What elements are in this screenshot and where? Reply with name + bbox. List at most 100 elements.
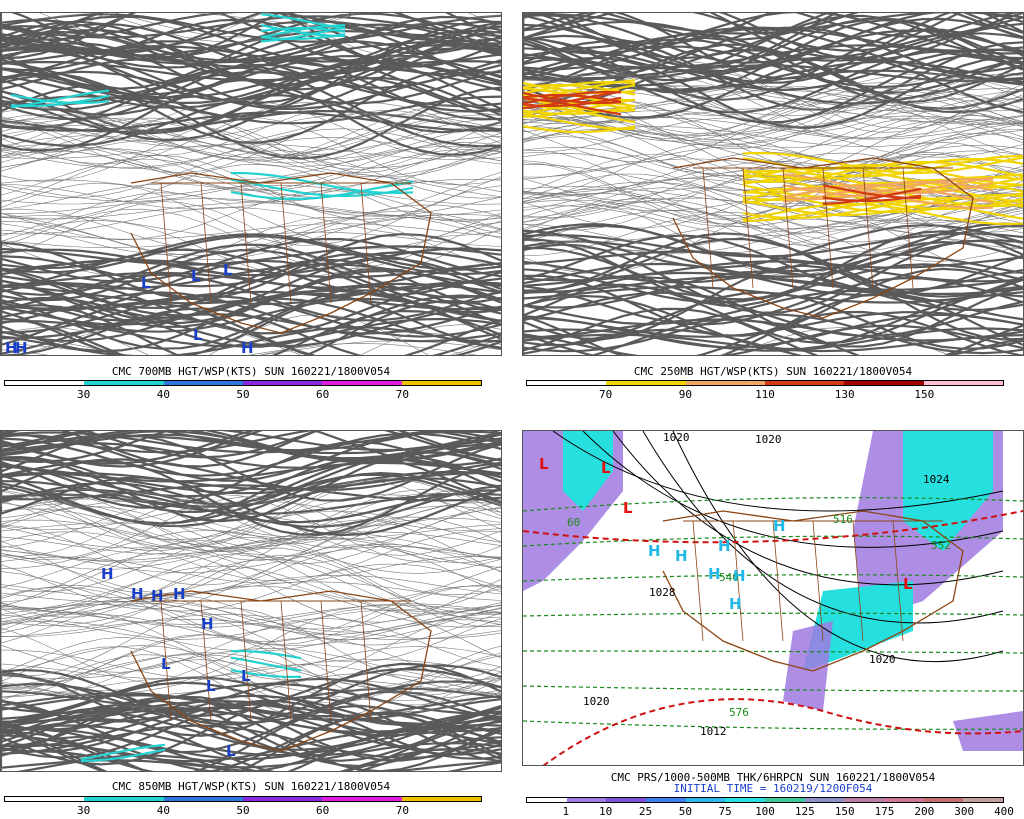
jet-streamline bbox=[523, 94, 622, 103]
streamline bbox=[523, 32, 1023, 84]
jet-streamline bbox=[782, 178, 994, 201]
colorbar-tick-label: 110 bbox=[755, 388, 775, 401]
streamline bbox=[523, 88, 1023, 116]
colorbar-segment bbox=[923, 381, 1003, 385]
streamline bbox=[1, 565, 501, 615]
streamline bbox=[1, 597, 501, 640]
low-pressure-symbol: L bbox=[623, 499, 633, 517]
colorbar-tick-label: 300 bbox=[954, 805, 975, 818]
isobar-label: 1028 bbox=[649, 586, 676, 599]
jet-streamline bbox=[523, 97, 636, 113]
jet-streamline bbox=[523, 90, 622, 110]
jet-streamline bbox=[260, 33, 346, 41]
colorbar-tick-label: 30 bbox=[77, 804, 91, 817]
jet-streamline bbox=[523, 104, 636, 116]
streamline bbox=[523, 219, 1023, 254]
colorbar-segment bbox=[764, 798, 805, 802]
streamline bbox=[1, 68, 501, 144]
streamline bbox=[523, 197, 1023, 229]
streamline bbox=[1, 23, 501, 69]
streamline bbox=[1, 269, 501, 325]
state-border bbox=[772, 520, 784, 642]
streamline bbox=[1, 295, 501, 338]
streamline bbox=[1, 603, 501, 628]
colorbar-segment bbox=[606, 798, 646, 802]
streamline bbox=[1, 302, 501, 355]
streamline bbox=[1, 214, 501, 238]
streamline bbox=[1, 13, 361, 38]
colorbar-segment bbox=[5, 797, 85, 801]
streamline bbox=[1, 604, 501, 625]
streamline bbox=[1, 484, 501, 502]
isobar-label: 1024 bbox=[923, 473, 950, 486]
colorbar-segment bbox=[566, 798, 607, 802]
streamline bbox=[1, 530, 501, 582]
colorbar-tick-label: 40 bbox=[156, 804, 170, 817]
streamline bbox=[1, 68, 501, 109]
jet-streamline bbox=[742, 199, 1023, 223]
streamline bbox=[523, 224, 1023, 269]
jet-streamline bbox=[80, 743, 166, 761]
streamline bbox=[1, 694, 501, 733]
colorbar-tick-label: 70 bbox=[395, 804, 409, 817]
streamline bbox=[523, 260, 1023, 283]
country-border bbox=[130, 590, 432, 752]
isobar-label: 1020 bbox=[755, 433, 782, 446]
streamline bbox=[523, 117, 1023, 158]
streamline bbox=[1, 677, 501, 702]
colorbar-segment bbox=[84, 381, 164, 385]
thickness-line bbox=[523, 685, 1023, 692]
streamline bbox=[1, 297, 501, 343]
streamline bbox=[1, 307, 501, 355]
colorbar-segment bbox=[242, 797, 323, 801]
jet-streamline bbox=[230, 669, 301, 678]
state-border bbox=[320, 600, 332, 722]
jet-streamline bbox=[10, 93, 110, 105]
streamline bbox=[523, 13, 962, 58]
high-pressure-symbol: H bbox=[131, 585, 144, 603]
colorbar-segment bbox=[401, 381, 481, 385]
colorbar-tick-label: 60 bbox=[316, 804, 330, 817]
streamline bbox=[1, 76, 501, 142]
streamline bbox=[1, 478, 501, 549]
colorbar-segment bbox=[764, 381, 845, 385]
state-border bbox=[360, 182, 372, 304]
thickness-label: 540 bbox=[719, 571, 739, 584]
streamline bbox=[1, 502, 501, 558]
colorbar-tick-label: 75 bbox=[718, 805, 732, 818]
streamline bbox=[523, 128, 1023, 166]
streamline bbox=[523, 54, 1023, 124]
map-prs: 1020 1028 1020 1020 1012 1024 1020 516 540 552 576… bbox=[522, 430, 1024, 766]
streamline bbox=[1, 735, 501, 771]
colorbar-segment bbox=[804, 798, 845, 802]
high-pressure-symbol: H bbox=[733, 567, 746, 585]
streamline bbox=[1, 554, 501, 628]
streamline bbox=[1, 314, 429, 355]
colorbar-labels: 30 40 50 60 70 bbox=[4, 388, 482, 402]
streamline bbox=[1, 13, 501, 54]
streamline bbox=[1, 574, 501, 598]
streamline bbox=[1, 15, 501, 63]
streamline bbox=[1, 712, 501, 771]
streamline bbox=[1, 522, 501, 541]
low-pressure-symbol: L bbox=[223, 261, 233, 279]
streamline bbox=[1, 182, 501, 246]
colorbar-tick-label: 400 bbox=[994, 805, 1014, 818]
panel-caption: CMC 700MB HGT/WSP(KTS) SUN 160221/1800V0… bbox=[111, 365, 391, 378]
jet-streamline bbox=[782, 184, 994, 204]
high-pressure-symbol: H bbox=[708, 565, 721, 583]
precip-area bbox=[563, 431, 613, 511]
streamline bbox=[1, 645, 501, 691]
streamline bbox=[1, 252, 501, 310]
low-pressure-symbol: L bbox=[161, 655, 171, 673]
colorbar-segment bbox=[322, 381, 402, 385]
jet-streamline bbox=[742, 202, 1023, 226]
isobar bbox=[552, 431, 1004, 512]
high-pressure-symbol: H bbox=[151, 587, 164, 605]
streamline bbox=[1, 607, 501, 683]
jet-streamline bbox=[523, 125, 636, 134]
thickness-label: 576 bbox=[729, 706, 749, 719]
